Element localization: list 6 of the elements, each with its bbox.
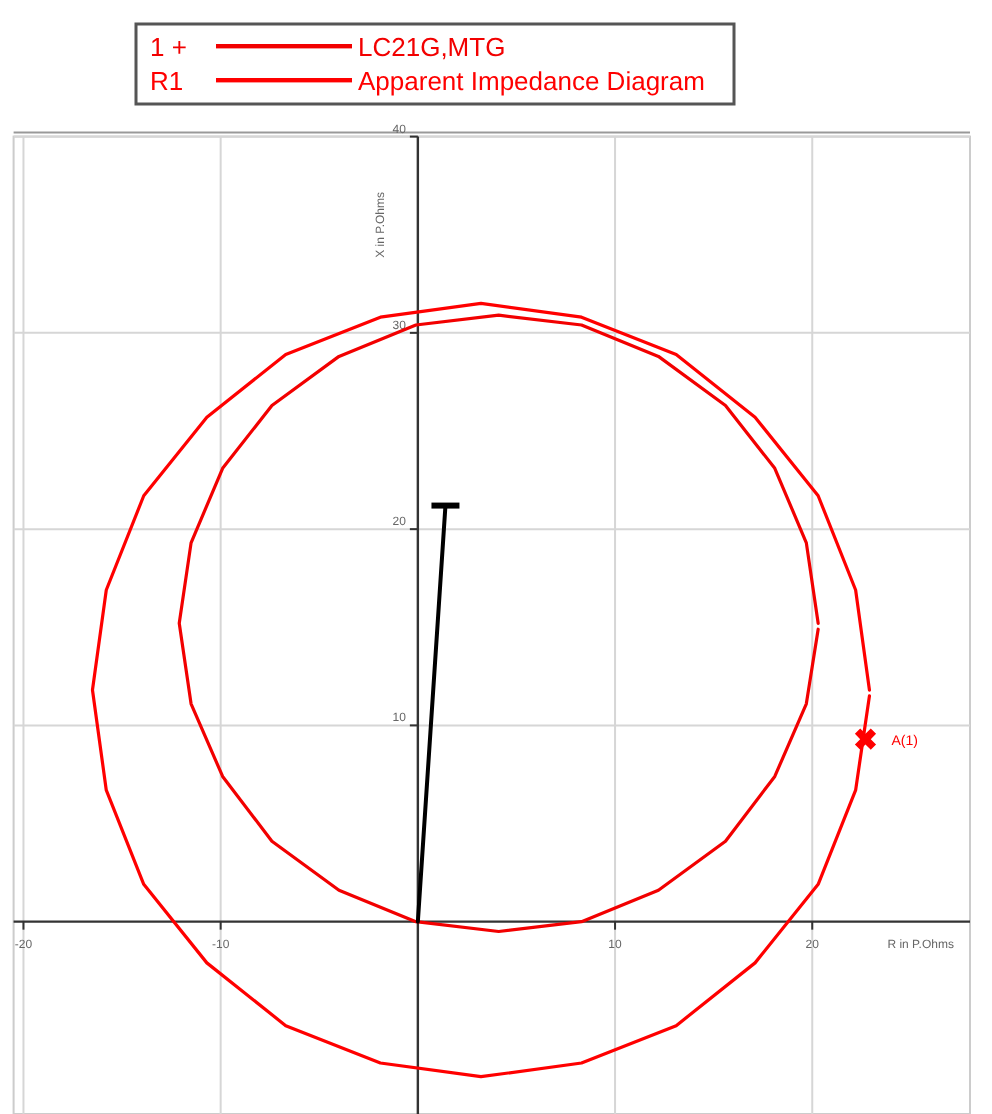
text: R1 xyxy=(150,66,184,96)
line-series xyxy=(90,301,872,1079)
text: LC21G,MTG xyxy=(358,32,506,62)
text: 1 + xyxy=(150,32,187,62)
line-series xyxy=(177,313,820,934)
text: Apparent Impedance Diagram xyxy=(358,66,705,96)
